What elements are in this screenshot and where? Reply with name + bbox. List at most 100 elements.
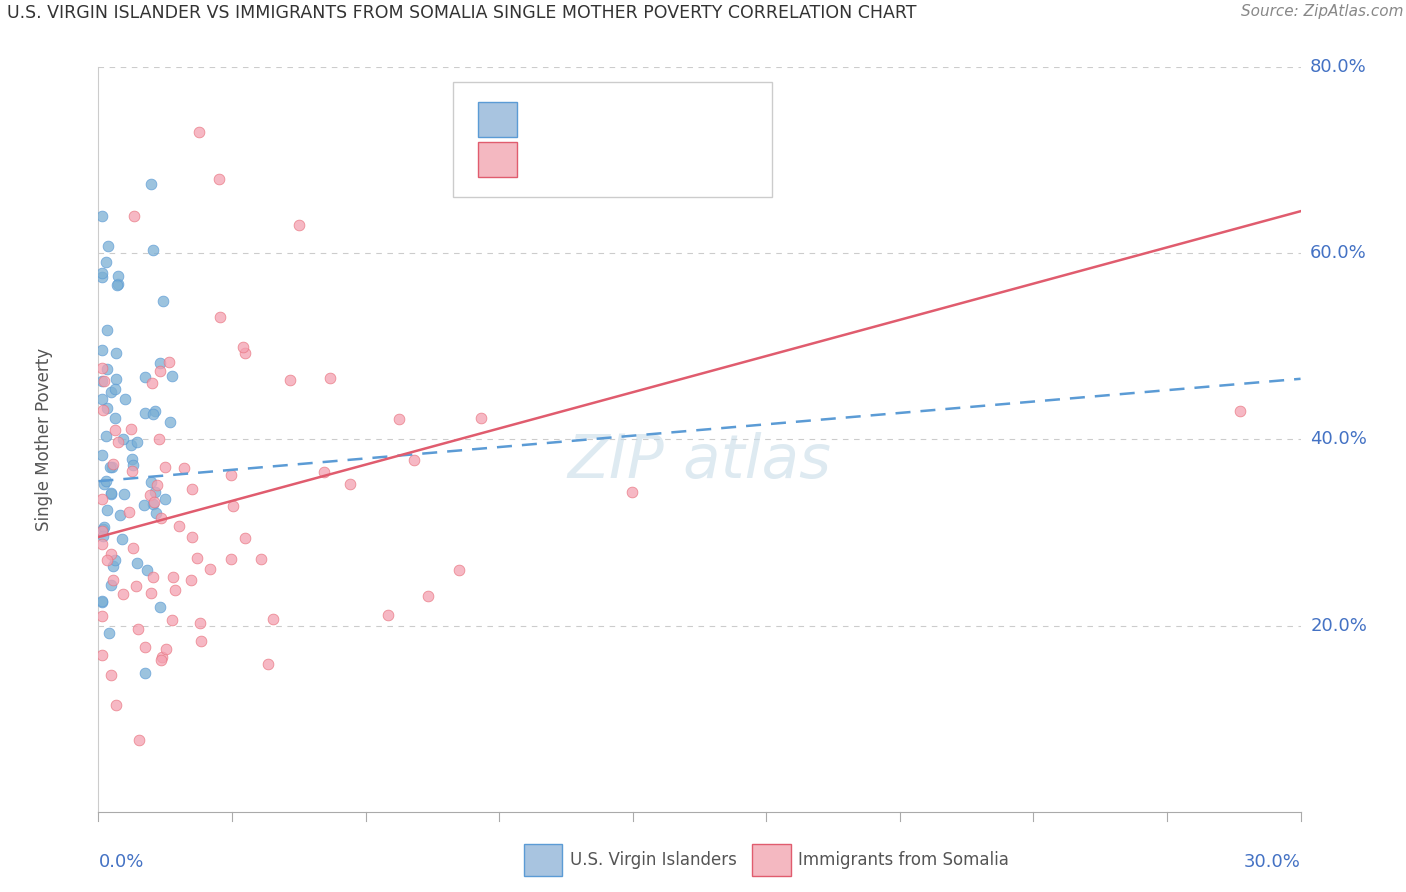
- Point: [125, 556, 148, 570]
- Point: [125, 435, 148, 450]
- Point: [139, 586, 162, 600]
- Text: 80.0%: 80.0%: [1310, 58, 1367, 76]
- Point: [97, 239, 120, 253]
- Point: [96, 503, 118, 517]
- Point: [134, 666, 156, 681]
- Point: [149, 600, 172, 615]
- Point: [91, 537, 114, 551]
- Point: [142, 570, 165, 584]
- Point: [142, 495, 165, 509]
- Text: 0.384: 0.384: [571, 151, 628, 169]
- Point: [173, 460, 195, 475]
- Point: [134, 370, 156, 384]
- Point: [134, 640, 156, 654]
- Point: [107, 268, 129, 283]
- Point: [155, 642, 177, 657]
- Point: [141, 376, 163, 390]
- Point: [91, 392, 114, 406]
- Point: [103, 457, 125, 471]
- Point: [105, 372, 128, 386]
- Point: [141, 178, 163, 192]
- Point: [91, 448, 114, 462]
- Point: [120, 422, 142, 436]
- FancyBboxPatch shape: [478, 142, 517, 178]
- Point: [153, 459, 176, 474]
- Point: [91, 524, 114, 538]
- Point: [162, 570, 184, 584]
- Text: Single Mother Poverty: Single Mother Poverty: [35, 348, 53, 531]
- Point: [101, 574, 124, 588]
- Point: [103, 558, 125, 573]
- Point: [160, 614, 183, 628]
- Text: 72: 72: [675, 151, 700, 169]
- Point: [149, 363, 172, 377]
- Point: [143, 485, 166, 500]
- Point: [91, 269, 114, 284]
- Point: [100, 485, 122, 500]
- Text: 40.0%: 40.0%: [1310, 430, 1367, 449]
- Point: [138, 488, 160, 502]
- Point: [188, 615, 211, 630]
- Point: [186, 551, 208, 566]
- Point: [142, 407, 165, 421]
- Point: [208, 171, 231, 186]
- Point: [134, 498, 156, 512]
- Text: R =: R =: [527, 151, 567, 169]
- FancyBboxPatch shape: [524, 845, 562, 876]
- Point: [278, 373, 301, 387]
- Text: N =: N =: [633, 110, 673, 128]
- Point: [146, 478, 169, 492]
- Point: [104, 423, 127, 437]
- FancyBboxPatch shape: [453, 82, 772, 197]
- Point: [219, 552, 242, 566]
- Point: [208, 310, 231, 324]
- Point: [149, 653, 172, 667]
- Point: [104, 345, 127, 359]
- Point: [93, 520, 115, 534]
- Point: [91, 609, 114, 624]
- Point: [262, 612, 284, 626]
- Point: [93, 374, 115, 388]
- Point: [100, 487, 122, 501]
- Point: [150, 649, 173, 664]
- Point: [148, 432, 170, 446]
- Text: ZIP atlas: ZIP atlas: [568, 432, 831, 491]
- Point: [96, 362, 118, 376]
- Text: 0.0%: 0.0%: [98, 853, 143, 871]
- Text: N =: N =: [633, 151, 673, 169]
- Text: R =: R =: [527, 110, 567, 128]
- Text: 0.020: 0.020: [571, 110, 627, 128]
- Point: [157, 355, 180, 369]
- Point: [100, 668, 122, 682]
- Point: [180, 530, 202, 544]
- Point: [91, 209, 114, 223]
- Point: [232, 340, 254, 354]
- Point: [447, 563, 470, 577]
- Point: [187, 125, 209, 139]
- Point: [198, 561, 221, 575]
- Point: [219, 467, 242, 482]
- Point: [100, 384, 122, 399]
- Point: [222, 499, 245, 513]
- Point: [111, 432, 134, 446]
- Point: [167, 519, 190, 533]
- Point: [288, 218, 311, 232]
- Point: [134, 406, 156, 420]
- Text: Source: ZipAtlas.com: Source: ZipAtlas.com: [1240, 4, 1403, 20]
- Point: [91, 648, 114, 663]
- Point: [105, 278, 128, 293]
- Point: [124, 578, 146, 592]
- Point: [91, 374, 114, 388]
- Point: [91, 343, 114, 357]
- Point: [621, 484, 644, 499]
- Point: [121, 541, 143, 556]
- Point: [142, 243, 165, 257]
- Point: [96, 475, 118, 489]
- Point: [91, 595, 114, 609]
- Point: [98, 625, 121, 640]
- Point: [104, 383, 127, 397]
- Point: [103, 553, 125, 567]
- Point: [388, 412, 411, 426]
- Text: 30.0%: 30.0%: [1244, 853, 1301, 871]
- Point: [91, 492, 114, 507]
